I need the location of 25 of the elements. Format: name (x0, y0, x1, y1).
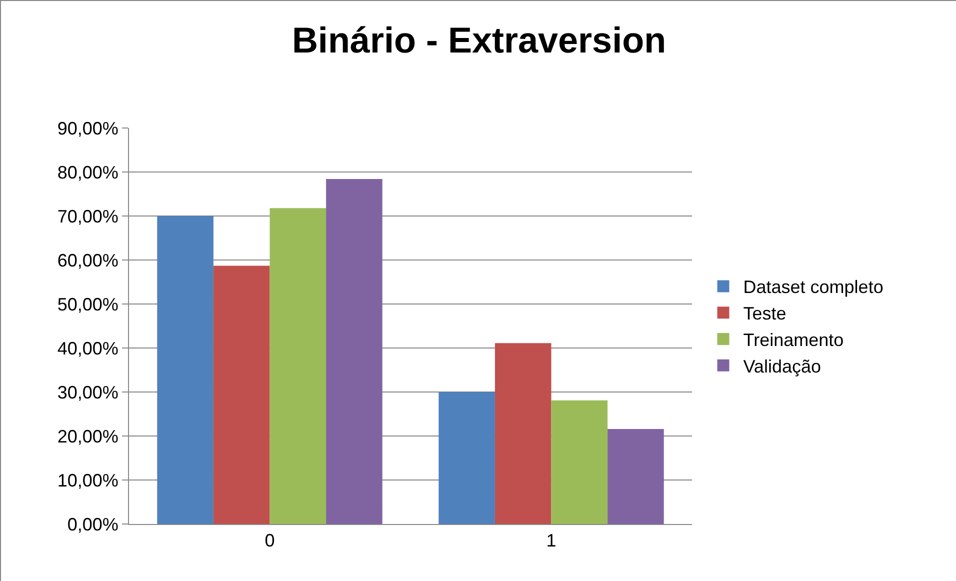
y-tick-label: 0,00% (67, 514, 118, 534)
bar (157, 216, 214, 524)
legend-label: Validação (743, 356, 821, 376)
bar (326, 179, 382, 524)
y-tick-label: 40,00% (57, 338, 118, 358)
legend-label: Dataset completo (743, 277, 884, 298)
bar (270, 208, 326, 524)
y-tick-label: 90,00% (57, 118, 118, 138)
bar (438, 392, 495, 524)
y-tick-label: 20,00% (57, 426, 118, 446)
chart-title: Binário - Extraversion (292, 19, 666, 60)
x-tick-label: 0 (264, 530, 275, 551)
bar (213, 266, 270, 524)
legend-label: Treinamento (743, 330, 844, 350)
y-tick-label: 30,00% (57, 382, 118, 402)
x-tick-label: 1 (546, 530, 556, 551)
y-tick-label: 50,00% (57, 294, 118, 314)
y-tick-label: 10,00% (57, 470, 118, 490)
bar (494, 343, 552, 524)
y-tick-label: 60,00% (57, 250, 118, 270)
bar (608, 428, 664, 524)
y-tick-label: 80,00% (57, 162, 118, 182)
bar (551, 400, 608, 524)
legend-label: Teste (743, 304, 786, 324)
y-tick-label: 70,00% (57, 206, 118, 226)
